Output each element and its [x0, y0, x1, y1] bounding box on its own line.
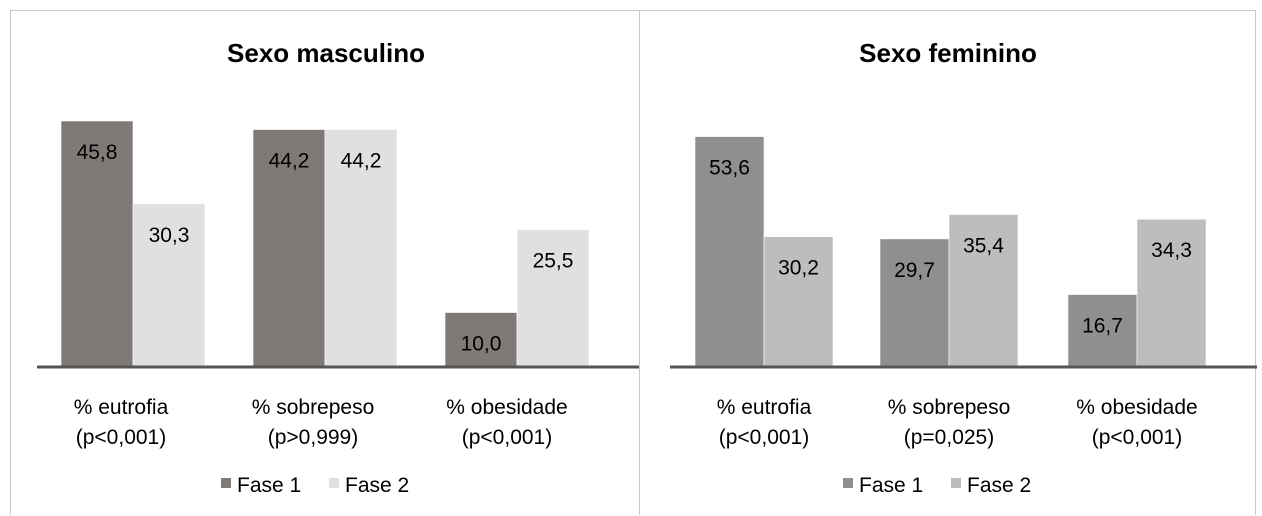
- bar-fase-2-2: [948, 214, 1019, 367]
- legend-swatch-icon: [843, 478, 853, 488]
- legend-swatch-icon: [951, 478, 961, 488]
- legend-label: Fase 1: [237, 474, 301, 497]
- bar-fase-1-2: [879, 238, 950, 367]
- bar-fase-2-3: [516, 229, 590, 367]
- data-label: 25,5: [533, 250, 574, 273]
- chart-title: Sexo feminino: [859, 38, 1037, 68]
- bar-fase-2-3: [1136, 218, 1207, 367]
- data-label: 44,2: [269, 150, 310, 173]
- category-pvalue: (p<0,001): [462, 426, 552, 449]
- bar-fase-2-2: [324, 129, 398, 367]
- category-label: % obesidade: [446, 396, 567, 419]
- category-pvalue: (p<0,001): [76, 426, 166, 449]
- category-label: % sobrepeso: [252, 396, 375, 419]
- category-label: % eutrofia: [74, 396, 169, 419]
- data-label: 45,8: [77, 141, 118, 164]
- category-label: % obesidade: [1076, 396, 1197, 419]
- category-pvalue: (p=0,025): [904, 426, 994, 449]
- legend-label: Fase 2: [345, 474, 409, 497]
- data-label: 30,2: [778, 257, 819, 280]
- bar-fase-1-2: [252, 129, 326, 367]
- legend-swatch-icon: [329, 478, 339, 488]
- legend-label: Fase 1: [859, 474, 923, 497]
- data-label: 53,6: [709, 157, 750, 180]
- data-label: 10,0: [461, 333, 502, 356]
- category-pvalue: (p>0,999): [268, 426, 358, 449]
- chart-masculino: Sexo masculino 45,8 30,3 % eutrofia (p<0,001…: [37, 38, 641, 497]
- category-label: % eutrofia: [717, 396, 812, 419]
- category-pvalue: (p<0,001): [1092, 426, 1182, 449]
- data-label: 30,3: [149, 224, 190, 247]
- data-label: 29,7: [894, 259, 935, 282]
- data-label: 44,2: [341, 150, 382, 173]
- bar-fase-2-1: [763, 236, 834, 367]
- bar-fase-2-1: [132, 203, 206, 367]
- data-label: 16,7: [1082, 315, 1123, 338]
- data-label: 34,3: [1151, 239, 1192, 262]
- legend-label: Fase 2: [967, 474, 1031, 497]
- chart-feminino: Sexo feminino 53,6 30,2 % eutrofia (p<0,001)…: [670, 38, 1257, 497]
- bar-fase-1-3: [1067, 294, 1138, 367]
- bar-fase-1-1: [60, 120, 134, 367]
- chart-panel-masculino: Sexo masculino 45,8 30,3 % eutrofia (p<0,001…: [10, 10, 641, 515]
- chart-panel-feminino: Sexo feminino 53,6 30,2 % eutrofia (p<0,001)…: [639, 10, 1257, 515]
- category-pvalue: (p<0,001): [719, 426, 809, 449]
- legend-swatch-icon: [221, 478, 231, 488]
- bar-fase-1-3: [444, 312, 518, 367]
- data-label: 35,4: [963, 234, 1004, 257]
- category-label: % sobrepeso: [888, 396, 1011, 419]
- chart-title: Sexo masculino: [227, 38, 425, 68]
